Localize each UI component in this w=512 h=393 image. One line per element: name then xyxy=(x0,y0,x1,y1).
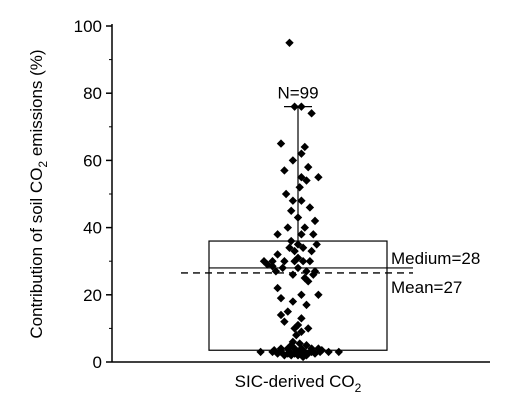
data-point xyxy=(280,317,289,326)
y-tick-label: 0 xyxy=(93,353,102,372)
y-tick-label: 60 xyxy=(83,151,102,170)
data-point xyxy=(273,250,282,259)
data-point xyxy=(304,324,313,333)
x-axis-label-subscript: 2 xyxy=(355,381,362,393)
data-point xyxy=(283,223,292,232)
data-point xyxy=(268,257,277,266)
data-point xyxy=(297,173,306,182)
data-point xyxy=(292,330,301,340)
y-tick-label: 20 xyxy=(83,286,102,305)
data-point xyxy=(298,352,308,362)
data-point xyxy=(280,351,289,360)
box-group xyxy=(181,106,413,351)
data-point xyxy=(287,351,296,360)
data-point xyxy=(288,196,298,205)
data-point xyxy=(273,283,282,293)
mean-annotation: Mean=27 xyxy=(391,278,462,297)
data-point xyxy=(276,139,286,148)
y-axis-label-subscript: 2 xyxy=(36,161,50,168)
data-point xyxy=(280,257,289,266)
data-point xyxy=(256,347,265,357)
y-axis-label: Contribution of soil CO2 emissions (%) xyxy=(27,49,50,338)
data-point xyxy=(290,246,299,256)
y-axis-label-part-1: Contribution of soil CO xyxy=(27,168,46,339)
data-point xyxy=(307,109,316,118)
data-point xyxy=(280,166,289,175)
data-point xyxy=(300,223,309,232)
data-point xyxy=(293,240,303,249)
n-annotation: N=99 xyxy=(277,84,318,103)
data-point xyxy=(298,243,308,252)
data-point xyxy=(302,267,311,276)
data-point xyxy=(290,324,299,333)
data-point xyxy=(283,307,292,316)
data-point xyxy=(290,102,299,111)
data-point xyxy=(297,290,306,299)
data-points xyxy=(256,38,343,362)
axes xyxy=(111,24,490,363)
data-point xyxy=(273,230,282,239)
y-tick-label: 100 xyxy=(74,17,102,36)
data-point xyxy=(334,347,343,357)
data-point xyxy=(288,156,298,165)
data-point xyxy=(293,263,303,273)
data-point xyxy=(297,314,306,323)
y-axis-label-part-3: emissions (%) xyxy=(27,49,46,160)
data-point xyxy=(295,339,304,348)
data-point xyxy=(297,102,306,111)
data-point xyxy=(302,300,311,310)
data-point xyxy=(314,290,323,299)
data-point xyxy=(307,246,316,256)
data-point xyxy=(288,297,298,306)
data-point xyxy=(310,267,320,276)
data-point xyxy=(288,337,298,347)
data-point xyxy=(288,270,298,279)
data-point xyxy=(287,236,296,246)
data-point xyxy=(300,142,309,152)
x-axis-label: SIC-derived CO2 xyxy=(235,372,362,393)
median-annotation: Medium=28 xyxy=(391,249,480,268)
data-point xyxy=(305,203,315,212)
data-point xyxy=(309,230,318,239)
data-point xyxy=(285,38,294,47)
data-point xyxy=(268,262,277,271)
data-point xyxy=(317,346,326,355)
data-point xyxy=(276,293,286,303)
data-point xyxy=(304,162,313,172)
data-point xyxy=(297,230,306,239)
data-point xyxy=(297,149,306,158)
data-point xyxy=(310,349,320,358)
data-point xyxy=(295,183,304,192)
data-point xyxy=(290,257,299,266)
y-axis-ticks: 0 20 40 60 80 100 xyxy=(74,17,112,372)
data-point xyxy=(271,267,281,276)
data-point xyxy=(281,189,291,199)
data-point xyxy=(270,346,279,355)
y-tick-label: 80 xyxy=(83,84,102,103)
data-point xyxy=(302,176,311,185)
x-axis-label-part-1: SIC-derived CO xyxy=(235,372,355,391)
data-point xyxy=(302,341,311,350)
data-point xyxy=(305,257,315,266)
data-point xyxy=(276,310,286,320)
data-point xyxy=(297,327,306,336)
data-point xyxy=(287,206,296,215)
data-point xyxy=(297,196,306,205)
data-point xyxy=(314,173,323,182)
data-point xyxy=(298,257,308,266)
data-point xyxy=(278,263,287,273)
data-point xyxy=(310,216,320,226)
data-point xyxy=(312,240,321,249)
data-point xyxy=(324,347,333,357)
data-point xyxy=(304,277,313,286)
y-tick-label: 40 xyxy=(83,219,102,238)
data-point xyxy=(293,213,303,222)
data-point xyxy=(285,243,294,252)
